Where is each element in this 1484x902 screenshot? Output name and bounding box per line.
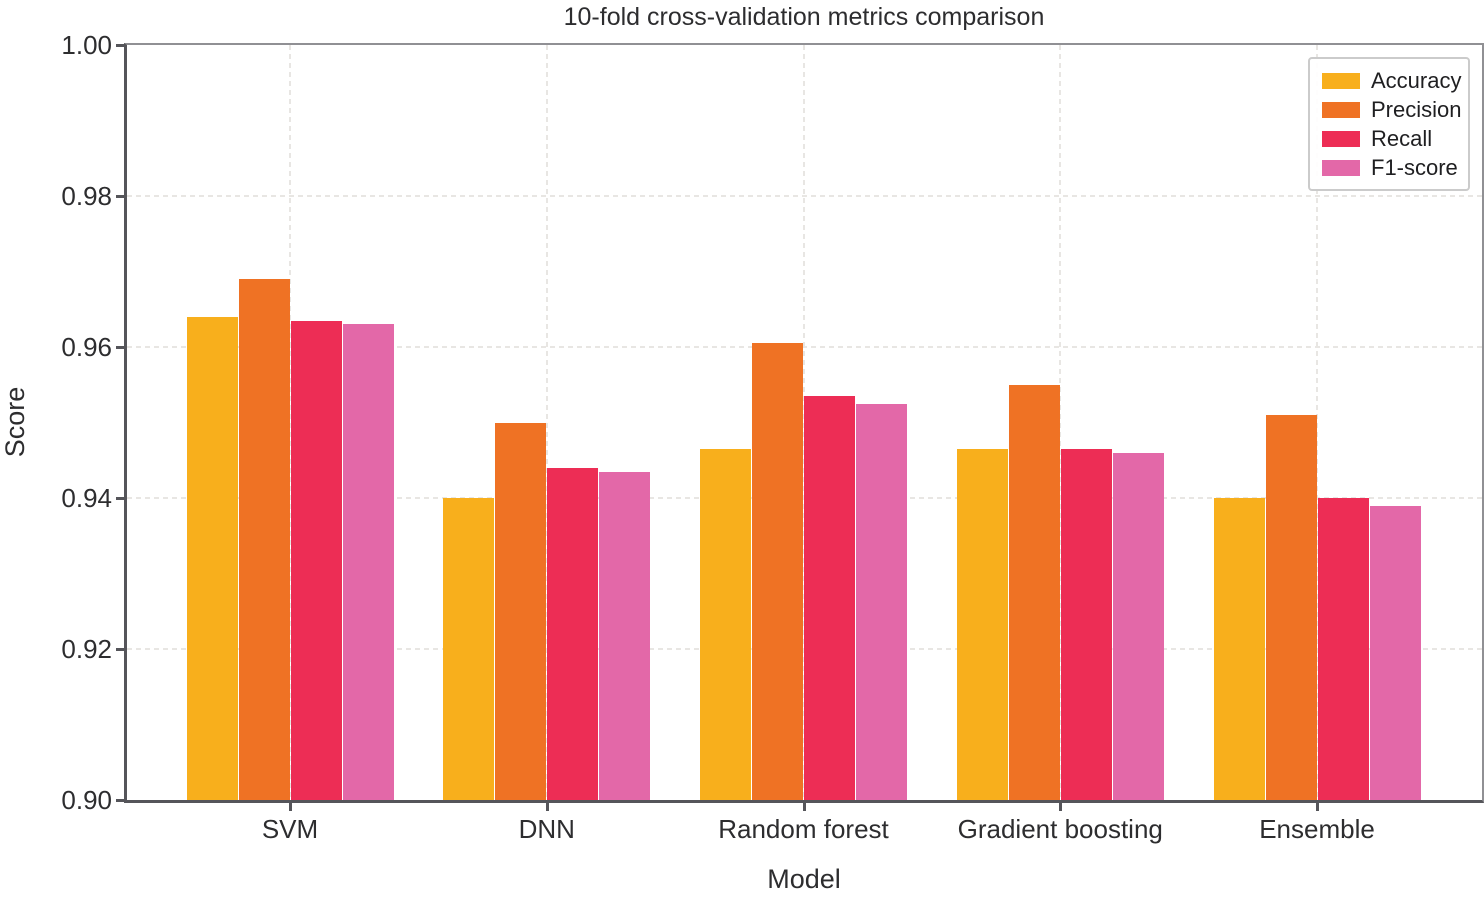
bar-recall-ensemble: [1318, 498, 1369, 800]
x-gridline: [802, 45, 805, 800]
x-tick: [289, 803, 292, 811]
bar-f1-score-gradient-boosting: [1113, 453, 1164, 800]
y-tick: [116, 195, 124, 198]
bar-recall-gradient-boosting: [1061, 449, 1112, 800]
x-tick: [1316, 803, 1319, 811]
x-gridline: [1059, 45, 1062, 800]
chart-title: 10-fold cross-validation metrics compari…: [563, 3, 1045, 31]
bar-f1-score-random-forest: [856, 404, 907, 800]
bar-precision-svm: [239, 279, 290, 800]
y-tick: [116, 44, 124, 47]
legend-item-f1-score: F1-score: [1322, 153, 1458, 182]
y-tick: [116, 648, 124, 651]
bar-precision-random-forest: [752, 343, 803, 800]
y-tick: [116, 799, 124, 802]
y-tick-label: 0.90: [61, 785, 112, 815]
x-gridline: [1316, 45, 1318, 800]
y-tick-label: 0.94: [61, 483, 112, 513]
legend-item-recall: Recall: [1322, 124, 1456, 153]
bar-f1-score-svm: [343, 324, 394, 800]
bar-recall-svm: [291, 321, 342, 800]
bar-recall-random-forest: [804, 396, 855, 800]
x-gridline: [289, 45, 291, 800]
y-gridline: [127, 346, 1482, 348]
legend-item-accuracy: Accuracy: [1322, 66, 1461, 95]
legend-swatch-f1-score: [1322, 159, 1360, 176]
bar-precision-gradient-boosting: [1009, 385, 1060, 800]
legend-label: Recall: [1371, 125, 1433, 151]
x-axis-label: Model: [767, 864, 841, 894]
x-tick: [545, 803, 549, 811]
x-tick-label: Ensemble: [1259, 814, 1375, 844]
x-gridline: [545, 45, 548, 800]
legend-label: Precision: [1371, 96, 1462, 122]
y-tick-label: 0.92: [61, 634, 112, 664]
legend-swatch-accuracy: [1322, 72, 1360, 89]
legend-label: F1-score: [1371, 154, 1458, 180]
legend-item-precision: Precision: [1322, 95, 1461, 124]
x-tick-label: Random forest: [718, 814, 889, 844]
x-tick: [802, 803, 806, 811]
x-tick-label: DNN: [518, 814, 575, 844]
bar-precision-dnn: [495, 423, 546, 800]
bar-f1-score-dnn: [599, 472, 650, 800]
bar-accuracy-dnn: [443, 498, 494, 800]
bar-accuracy-ensemble: [1214, 498, 1265, 800]
y-tick-label: 0.96: [61, 332, 112, 362]
y-tick: [116, 346, 124, 349]
y-tick-label: 1.00: [61, 30, 112, 60]
bar-f1-score-ensemble: [1370, 506, 1421, 800]
x-tick: [1059, 803, 1063, 811]
legend: Accuracy Precision Recall F1-score: [1308, 57, 1470, 191]
y-tick-label: 0.98: [61, 181, 112, 211]
x-tick-label: SVM: [261, 814, 319, 844]
plot-area: [124, 43, 1484, 803]
bar-recall-dnn: [547, 468, 598, 800]
bar-accuracy-gradient-boosting: [957, 449, 1008, 800]
legend-swatch-recall: [1322, 130, 1360, 147]
y-tick: [116, 497, 124, 500]
y-gridline: [127, 195, 1482, 197]
bar-accuracy-svm: [187, 317, 238, 800]
legend-swatch-precision: [1322, 101, 1360, 118]
x-tick-label: Gradient boosting: [957, 814, 1163, 844]
bar-precision-ensemble: [1266, 415, 1317, 800]
legend-label: Accuracy: [1371, 67, 1462, 93]
bar-accuracy-random-forest: [700, 449, 751, 800]
